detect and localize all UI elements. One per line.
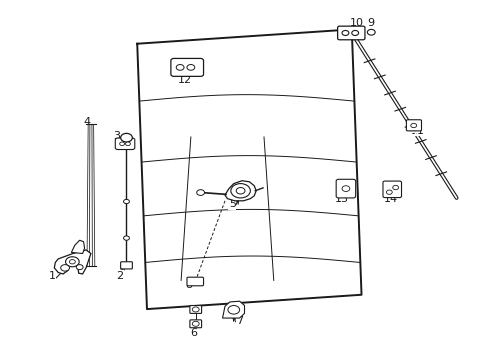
Text: 9: 9 bbox=[367, 18, 374, 28]
FancyBboxPatch shape bbox=[406, 120, 421, 131]
Text: 6: 6 bbox=[189, 328, 196, 338]
Text: 1: 1 bbox=[48, 271, 55, 281]
Text: 10: 10 bbox=[349, 18, 363, 28]
FancyBboxPatch shape bbox=[115, 138, 135, 149]
Text: 3: 3 bbox=[113, 131, 120, 141]
FancyBboxPatch shape bbox=[335, 179, 355, 198]
Circle shape bbox=[61, 265, 69, 271]
FancyBboxPatch shape bbox=[189, 320, 201, 328]
Circle shape bbox=[192, 307, 199, 312]
Circle shape bbox=[120, 142, 124, 145]
Text: 2: 2 bbox=[116, 271, 123, 281]
FancyBboxPatch shape bbox=[382, 181, 401, 198]
Circle shape bbox=[341, 186, 349, 192]
Text: 14: 14 bbox=[383, 194, 397, 204]
Polygon shape bbox=[222, 301, 244, 318]
Text: 8: 8 bbox=[184, 280, 192, 290]
Text: 7: 7 bbox=[236, 316, 243, 325]
FancyBboxPatch shape bbox=[186, 277, 203, 286]
Polygon shape bbox=[71, 240, 84, 253]
FancyBboxPatch shape bbox=[337, 26, 364, 40]
Circle shape bbox=[69, 260, 75, 264]
FancyBboxPatch shape bbox=[121, 262, 132, 269]
Circle shape bbox=[230, 184, 250, 198]
Circle shape bbox=[176, 64, 183, 70]
Text: 4: 4 bbox=[84, 117, 91, 127]
Circle shape bbox=[65, 257, 79, 267]
Circle shape bbox=[121, 134, 132, 142]
Circle shape bbox=[125, 142, 130, 145]
Circle shape bbox=[351, 31, 358, 36]
Circle shape bbox=[196, 190, 204, 195]
Circle shape bbox=[192, 321, 199, 326]
FancyBboxPatch shape bbox=[170, 58, 203, 76]
Circle shape bbox=[76, 265, 83, 270]
Circle shape bbox=[236, 188, 244, 194]
Polygon shape bbox=[224, 181, 256, 201]
Circle shape bbox=[386, 190, 391, 194]
Circle shape bbox=[366, 30, 374, 35]
Circle shape bbox=[227, 306, 239, 314]
Circle shape bbox=[341, 31, 348, 36]
Circle shape bbox=[186, 64, 194, 70]
Circle shape bbox=[392, 185, 398, 190]
Text: 11: 11 bbox=[410, 126, 424, 135]
Polygon shape bbox=[54, 250, 91, 274]
Text: 12: 12 bbox=[178, 75, 192, 85]
FancyBboxPatch shape bbox=[189, 306, 201, 314]
Text: 13: 13 bbox=[334, 194, 348, 204]
Circle shape bbox=[410, 123, 416, 128]
Text: 5: 5 bbox=[228, 199, 235, 209]
Circle shape bbox=[123, 236, 129, 240]
Circle shape bbox=[123, 199, 129, 204]
